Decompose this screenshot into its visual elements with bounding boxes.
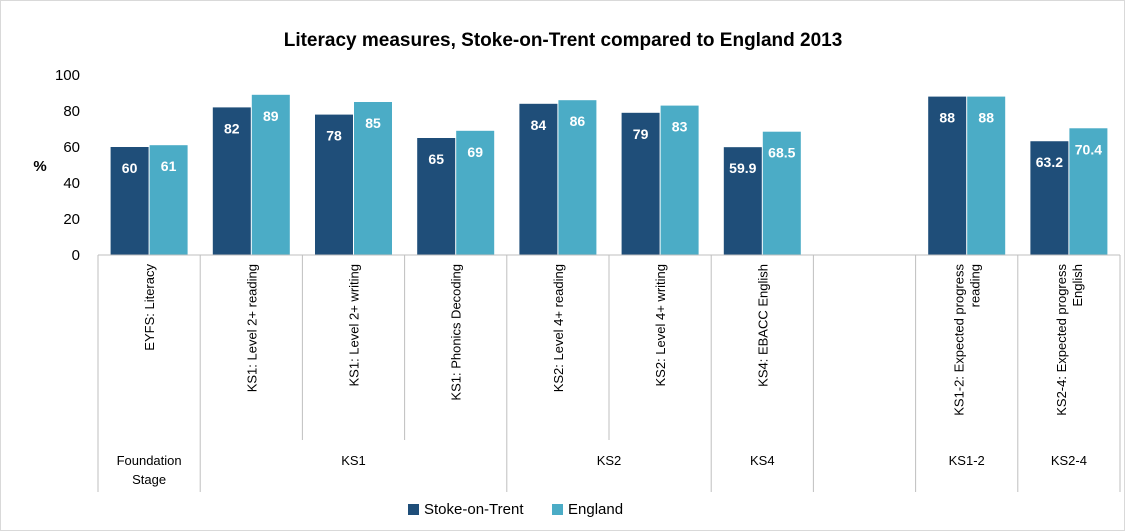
bar-stoke-on-trent: [723, 147, 762, 255]
category-label: KS2: Level 4+ writing: [653, 264, 668, 386]
data-label: 88: [978, 110, 994, 126]
group-label: Foundation: [117, 453, 182, 468]
legend-swatch: [552, 504, 563, 515]
data-label: 88: [939, 110, 955, 126]
group-label: KS1-2: [949, 453, 985, 468]
data-label: 78: [326, 128, 342, 144]
category-label: EYFS: Literacy: [142, 264, 157, 351]
bar-stoke-on-trent: [519, 103, 558, 255]
bar-stoke-on-trent: [621, 112, 660, 255]
data-label: 82: [224, 120, 240, 136]
group-label: KS2: [597, 453, 622, 468]
data-label: 83: [672, 119, 688, 135]
bar-england: [251, 94, 290, 255]
data-label: 59.9: [729, 160, 756, 176]
y-axis-label: %: [33, 158, 46, 175]
bar-england: [456, 130, 495, 255]
data-label: 69: [467, 144, 483, 160]
data-label: 86: [570, 113, 586, 129]
data-label: 84: [531, 117, 547, 133]
bar-england: [762, 131, 801, 255]
chart-title: Literacy measures, Stoke-on-Trent compar…: [284, 30, 843, 51]
bar-stoke-on-trent: [315, 114, 353, 255]
legend-label: England: [568, 501, 623, 518]
bar-stoke-on-trent: [110, 147, 149, 255]
y-tick-label: 40: [63, 175, 80, 192]
category-label: KS2: Level 4+ reading: [551, 264, 566, 392]
bar-stoke-on-trent: [928, 96, 967, 255]
group-label: Stage: [132, 472, 166, 487]
group-label: KS1: [341, 453, 366, 468]
category-label: English: [1070, 264, 1085, 307]
bar-england: [1069, 128, 1108, 255]
y-tick-label: 20: [63, 211, 80, 228]
group-label: KS4: [750, 453, 775, 468]
data-label: 89: [263, 108, 279, 124]
category-label: KS4: EBACC English: [755, 264, 770, 387]
bar-stoke-on-trent: [1030, 141, 1069, 255]
data-label: 60: [122, 160, 138, 176]
bar-stoke-on-trent: [417, 138, 456, 255]
bar-england: [967, 96, 1006, 255]
group-label: KS2-4: [1051, 453, 1087, 468]
category-label: KS1: Level 2+ reading: [244, 264, 259, 392]
data-label: 63.2: [1036, 154, 1063, 170]
category-label: KS1-2: Expected progress: [952, 264, 967, 416]
legend-swatch: [408, 504, 419, 515]
category-label: KS1: Phonics Decoding: [449, 264, 464, 401]
y-tick-label: 60: [63, 139, 80, 156]
y-tick-label: 80: [63, 103, 80, 120]
data-label: 70.4: [1075, 141, 1102, 157]
bar-england: [558, 100, 597, 255]
legend-label: Stoke-on-Trent: [424, 501, 524, 518]
data-label: 79: [633, 126, 649, 142]
data-label: 61: [161, 158, 177, 174]
category-label: reading: [968, 264, 983, 307]
bar-england: [354, 102, 392, 255]
y-tick-label: 100: [55, 67, 80, 84]
y-tick-label: 0: [72, 247, 80, 264]
data-label: 85: [365, 115, 381, 131]
data-label: 65: [428, 151, 444, 167]
category-label: KS2-4: Expected progress: [1054, 264, 1069, 416]
data-label: 68.5: [768, 145, 795, 161]
bar-stoke-on-trent: [212, 107, 251, 256]
bar-england: [660, 105, 699, 255]
category-label: KS1: Level 2+ writing: [347, 264, 362, 386]
bar-england: [149, 145, 188, 255]
